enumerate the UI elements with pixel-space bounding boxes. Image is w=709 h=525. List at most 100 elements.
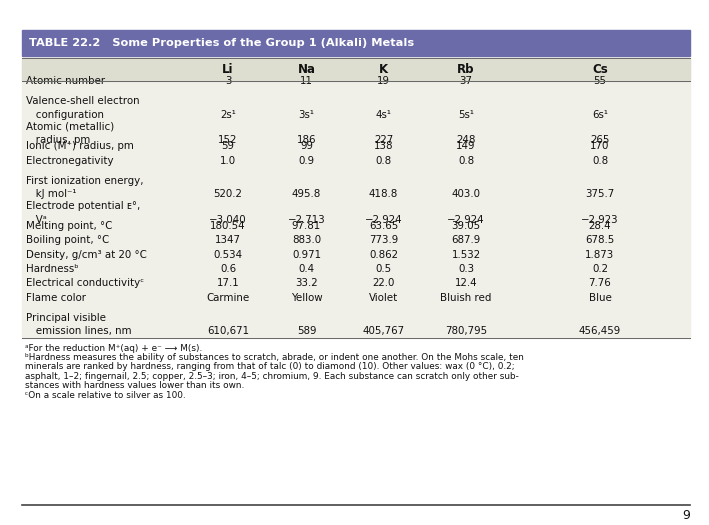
Text: 138: 138 [374,141,393,151]
Text: 227: 227 [374,135,393,145]
Text: Boiling point, °C: Boiling point, °C [26,235,109,245]
Text: 186: 186 [297,135,316,145]
Text: 5s¹: 5s¹ [458,110,474,120]
Text: TABLE 22.2   Some Properties of the Group 1 (Alkali) Metals: TABLE 22.2 Some Properties of the Group … [29,38,414,48]
Text: 6s¹: 6s¹ [592,110,608,120]
Text: 1347: 1347 [215,235,241,245]
Text: 4s¹: 4s¹ [376,110,391,120]
Text: K: K [379,63,388,76]
Text: 2s¹: 2s¹ [220,110,236,120]
Text: Atomic number: Atomic number [26,77,105,87]
Text: asphalt, 1–2; fingernail, 2.5; copper, 2.5–3; iron, 4–5; chromium, 9. Each subst: asphalt, 1–2; fingernail, 2.5; copper, 2… [25,372,519,381]
Text: 687.9: 687.9 [452,235,481,245]
Text: 0.8: 0.8 [376,156,391,166]
Text: kJ mol⁻¹: kJ mol⁻¹ [26,189,77,199]
Text: 0.3: 0.3 [458,264,474,274]
Text: 99: 99 [300,141,313,151]
Text: Electrode potential ᴇ°,: Electrode potential ᴇ°, [26,201,140,211]
Text: 773.9: 773.9 [369,235,398,245]
Text: Bluish red: Bluish red [440,293,491,303]
Text: 456,459: 456,459 [579,326,621,336]
Text: −2.923: −2.923 [581,215,619,225]
Text: 0.8: 0.8 [458,156,474,166]
Text: 17.1: 17.1 [217,278,240,288]
Text: configuration: configuration [26,110,104,120]
Text: 0.8: 0.8 [592,156,608,166]
Text: 0.971: 0.971 [292,250,321,260]
Text: Vᵃ: Vᵃ [26,215,47,225]
Text: 28.4: 28.4 [588,221,611,231]
Text: Blue: Blue [588,293,611,303]
Text: 97.81: 97.81 [292,221,321,231]
Text: Electronegativity: Electronegativity [26,156,113,166]
Text: 520.2: 520.2 [213,189,242,199]
Bar [22,30,690,56]
Text: 3: 3 [225,77,231,87]
Text: ᶜOn a scale relative to silver as 100.: ᶜOn a scale relative to silver as 100. [25,391,186,400]
Text: Melting point, °C: Melting point, °C [26,221,112,231]
Text: stances with hardness values lower than its own.: stances with hardness values lower than … [25,381,244,390]
Text: 0.862: 0.862 [369,250,398,260]
Text: ᵇHardness measures the ability of substances to scratch, abrade, or indent one a: ᵇHardness measures the ability of substa… [25,353,524,362]
Text: Valence-shell electron: Valence-shell electron [26,97,140,107]
Bar [22,58,690,338]
Text: 0.534: 0.534 [213,250,242,260]
Text: 403.0: 403.0 [452,189,481,199]
Text: 0.4: 0.4 [298,264,315,274]
Text: 780,795: 780,795 [445,326,487,336]
Text: 678.5: 678.5 [586,235,615,245]
Text: 3s¹: 3s¹ [298,110,315,120]
Text: 33.2: 33.2 [295,278,318,288]
Text: Hardnessᵇ: Hardnessᵇ [26,264,79,274]
Text: 883.0: 883.0 [292,235,321,245]
Text: 610,671: 610,671 [207,326,249,336]
Text: 405,767: 405,767 [362,326,405,336]
Text: radius, pm: radius, pm [26,135,90,145]
Text: 39.05: 39.05 [452,221,481,231]
Text: Rb: Rb [457,63,475,76]
Text: 11: 11 [300,77,313,87]
Text: 63.65: 63.65 [369,221,398,231]
Text: 37: 37 [459,77,472,87]
Text: 265: 265 [591,135,610,145]
Text: Violet: Violet [369,293,398,303]
Text: 170: 170 [591,141,610,151]
Text: Density, g/cm³ at 20 °C: Density, g/cm³ at 20 °C [26,250,147,260]
Text: 180.54: 180.54 [210,221,246,231]
Text: 248: 248 [457,135,476,145]
Text: minerals are ranked by hardness, ranging from that of talc (0) to diamond (10). : minerals are ranked by hardness, ranging… [25,362,515,371]
Text: −3.040: −3.040 [209,215,247,225]
Text: 9: 9 [682,509,690,522]
Bar [22,58,690,81]
Text: Electrical conductivityᶜ: Electrical conductivityᶜ [26,278,144,288]
Text: −2.924: −2.924 [447,215,485,225]
Text: −2.924: −2.924 [364,215,402,225]
Text: Flame color: Flame color [26,293,86,303]
Text: Na: Na [298,63,316,76]
Text: Atomic (metallic): Atomic (metallic) [26,122,114,132]
Text: 7.76: 7.76 [588,278,611,288]
Text: 12.4: 12.4 [454,278,477,288]
Text: Carmine: Carmine [206,293,250,303]
Text: 0.5: 0.5 [376,264,391,274]
Text: Li: Li [222,63,234,76]
Text: Cs: Cs [592,63,608,76]
Text: 1.873: 1.873 [586,250,615,260]
Text: 55: 55 [593,77,606,87]
Text: Principal visible: Principal visible [26,313,106,323]
Text: 22.0: 22.0 [372,278,395,288]
Text: 0.9: 0.9 [298,156,315,166]
Text: 375.7: 375.7 [586,189,615,199]
Text: 589: 589 [297,326,316,336]
Text: First ionization energy,: First ionization energy, [26,176,143,186]
Text: −2.713: −2.713 [288,215,325,225]
Text: ᵃFor the reduction M⁺(aq) + e⁻ ⟶ M(s).: ᵃFor the reduction M⁺(aq) + e⁻ ⟶ M(s). [25,343,202,352]
Text: 149: 149 [457,141,476,151]
Text: Yellow: Yellow [291,293,323,303]
Text: 418.8: 418.8 [369,189,398,199]
Text: 152: 152 [218,135,238,145]
Text: emission lines, nm: emission lines, nm [26,326,132,336]
Text: 1.0: 1.0 [220,156,236,166]
Text: 0.6: 0.6 [220,264,236,274]
Text: 495.8: 495.8 [292,189,321,199]
